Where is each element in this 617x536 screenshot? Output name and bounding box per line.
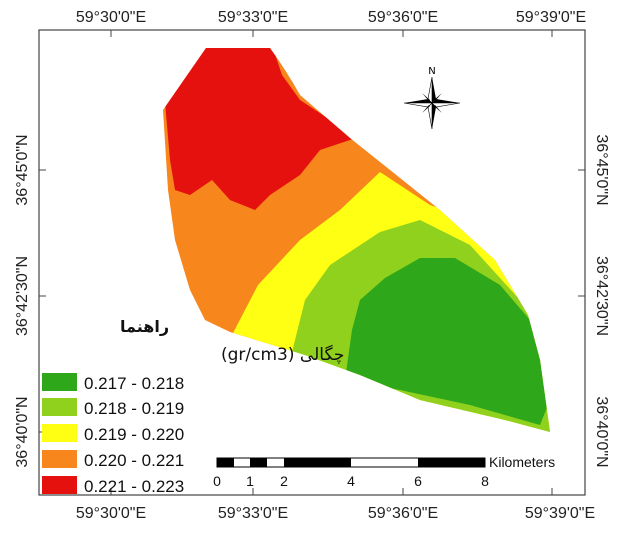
legend-label: 0.221 - 0.223	[84, 477, 184, 496]
north-label: N	[428, 66, 435, 77]
bottom-coord-label-2: 59°33'0"E	[218, 505, 288, 522]
zone-red	[163, 48, 362, 210]
legend-swatch	[42, 476, 77, 494]
top-coord-label-4: 59°39'0"E	[516, 9, 586, 26]
scale-tick-label: 2	[280, 473, 288, 489]
legend-label: 0.217 - 0.218	[84, 374, 184, 393]
scale-tick-label: 0	[213, 473, 221, 489]
scale-tick-label: 1	[246, 473, 254, 489]
bottom-coord-label-1: 59°30'0"E	[76, 505, 146, 522]
scale-bar: Kilometers 0 1 2 4 6 8	[213, 454, 555, 489]
legend-swatch	[42, 424, 77, 442]
zone-green	[345, 258, 548, 425]
scale-unit-label: Kilometers	[489, 454, 555, 470]
legend-label: 0.220 - 0.221	[84, 451, 184, 470]
legend-subtitle: چگالی (gr/cm3)	[221, 344, 344, 365]
scale-tick-label: 6	[414, 473, 422, 489]
bottom-coord-label-4: 59°39'0"E	[525, 505, 595, 522]
top-coord-label-2: 59°33'0"E	[218, 9, 288, 26]
scale-tick-label: 4	[347, 473, 355, 489]
top-coord-label-3: 59°36'0"E	[368, 9, 438, 26]
right-coord-label-2: 36°42'30"N	[593, 256, 610, 336]
density-zones	[163, 48, 550, 432]
bottom-coord-label-3: 59°36'0"E	[368, 505, 438, 522]
scale-tick-label: 8	[481, 473, 489, 489]
left-coord-label-3: 36°40'0"N	[14, 396, 31, 467]
legend-title: راهنما	[120, 317, 169, 336]
legend-swatch	[42, 398, 77, 416]
left-coord-label-2: 36°42'30"N	[14, 256, 31, 336]
legend-label: 0.218 - 0.219	[84, 399, 184, 418]
legend: راهنما چگالی (gr/cm3) 0.217 - 0.218 0.21…	[42, 317, 344, 496]
right-coord-label-3: 36°40'0"N	[593, 396, 610, 467]
top-coord-label-1: 59°30'0"E	[76, 9, 146, 26]
legend-swatch	[42, 373, 77, 391]
north-arrow-icon	[403, 76, 461, 130]
right-coord-label-1: 36°45'0"N	[593, 134, 610, 205]
legend-label: 0.219 - 0.220	[84, 425, 184, 444]
map-frame	[38, 29, 586, 496]
left-coord-label-1: 36°45'0"N	[14, 134, 31, 205]
legend-swatch	[42, 450, 77, 468]
graticule-ticks	[39, 30, 585, 495]
